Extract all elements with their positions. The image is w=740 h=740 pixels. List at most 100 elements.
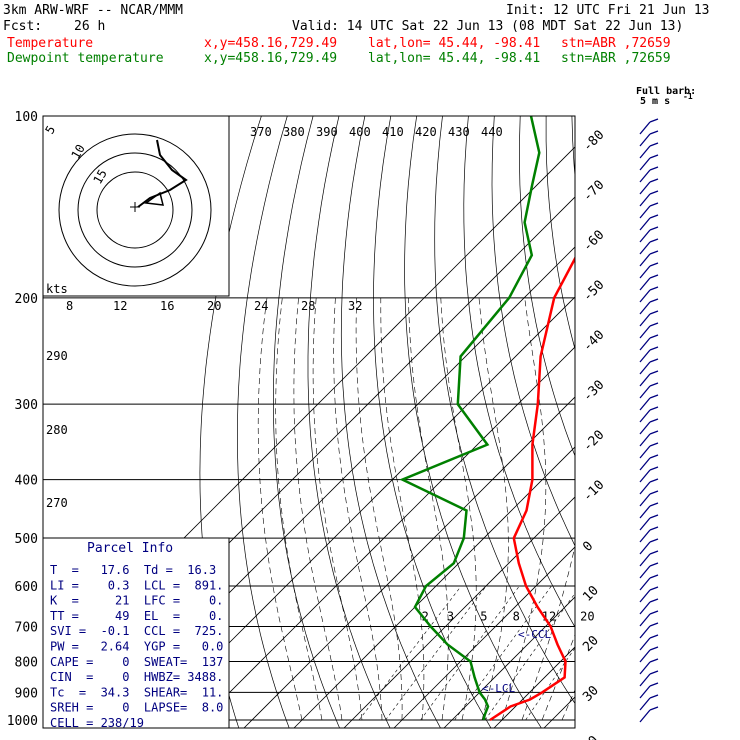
wind-barb-flag (649, 406, 659, 411)
isotherm-40 (594, 116, 740, 728)
barb-legend-sup: -1 (683, 92, 693, 101)
wind-barb-flag (649, 118, 659, 123)
wind-barb (639, 565, 651, 579)
parcel-info-row: T = 17.6 Td = 16.3 (50, 563, 216, 577)
isotherm-label--50: -50 (580, 278, 607, 305)
wind-barb-flag (649, 310, 659, 315)
wind-barb-flag (649, 286, 659, 291)
wind-barb (639, 505, 651, 519)
dry-adiabat (727, 116, 740, 733)
wind-barb (639, 241, 651, 255)
parcel-info-box: Parcel Info T = 17.6 Td = 16.3LI = 0.3 LC… (42, 537, 230, 730)
wind-barb (639, 169, 651, 183)
wind-barb-flag (649, 502, 659, 507)
hodograph-ring-label: 15 (90, 167, 109, 187)
wind-barb-flag (649, 658, 659, 663)
plot-frame (42, 115, 576, 729)
wind-barb (639, 373, 651, 387)
mixing-ratio-label: 2 (422, 609, 429, 623)
parcel-info-row: TT = 49 EL = 0. (50, 609, 223, 623)
wind-barb (639, 145, 651, 159)
isotherm-10 (443, 596, 575, 728)
theta-label-420: 420 (415, 125, 437, 139)
wind-barb (639, 397, 651, 411)
isotherm--50 (143, 296, 575, 728)
moist-adiabat (275, 297, 323, 721)
temperature-latlon: lat,lon= 45.44, -98.41 (368, 36, 541, 51)
wind-barb (639, 253, 651, 267)
isotherm-label-30: 30 (580, 683, 602, 705)
dry-adiabat (598, 116, 740, 733)
wind-barb-flag (649, 598, 659, 603)
wind-barb-flag (649, 346, 659, 351)
hodo-speed-label-12: 12 (113, 299, 127, 313)
wind-barb (639, 589, 651, 603)
parcel-info-frame (42, 537, 230, 729)
mixing-ratio-label: 8 (513, 609, 520, 623)
parcel-info-row: SVI = -0.1 CCL = 725. (50, 624, 223, 638)
dry-adiabat (701, 116, 740, 733)
model-title: 3km ARW-WRF -- NCAR/MMM (3, 3, 184, 18)
wind-barb (639, 685, 651, 699)
temperature-legend: Temperature (7, 36, 94, 51)
theta-label-380: 380 (283, 125, 305, 139)
pressure-label-400: 400 (15, 474, 38, 489)
isotherm-label--30: -30 (580, 378, 607, 405)
wind-barb (639, 133, 651, 147)
wind-barb-flag (649, 130, 659, 135)
moist-adiabat (355, 297, 403, 720)
wind-barb-flag (649, 250, 659, 255)
moist-adiabat (582, 298, 740, 720)
dewpoint-xy: x,y=458.16,729.49 (204, 51, 338, 66)
dry-adiabat (404, 116, 542, 728)
wind-barb (639, 361, 651, 375)
hodograph-ring-label: 10 (68, 142, 87, 162)
wind-barb-flag (649, 694, 659, 699)
wind-barb-flag (649, 478, 659, 483)
wind-barb (639, 433, 651, 447)
hodograph-unit: kts (46, 282, 68, 296)
wind-barb-flag (649, 538, 659, 543)
hodograph-ring (96, 171, 174, 249)
pressure-label-600: 600 (15, 580, 38, 595)
moist-adiabat (521, 544, 575, 721)
wind-barb-flag (649, 154, 659, 159)
wind-barb-flag (649, 454, 659, 459)
hodograph-frame (42, 115, 230, 297)
wind-barbs: Full barb:5 m s -1 (636, 86, 696, 723)
parcel-info-row: CELL = 238/19 (50, 716, 144, 730)
wind-barb (639, 577, 651, 591)
isotherm-label--10: -10 (580, 478, 607, 505)
wind-barb (639, 157, 651, 171)
isotherm-label-10: 10 (580, 583, 602, 605)
wind-barb (639, 481, 651, 495)
hodo-speed-label-20: 20 (207, 299, 221, 313)
pressure-label-300: 300 (15, 398, 38, 413)
temperature-line (489, 255, 575, 722)
moist-adiabat (440, 297, 477, 721)
parcel-info-title: Parcel Info (87, 541, 173, 556)
wind-barb (639, 469, 651, 483)
moist-adiabat (333, 297, 383, 721)
wind-barb (639, 193, 651, 207)
pressure-label-200: 200 (15, 292, 38, 307)
wind-barb (639, 229, 651, 243)
hodograph-trace (137, 139, 188, 208)
mixing-ratio-label: 5 (480, 609, 487, 623)
wind-barb-flag (649, 394, 659, 399)
barb-legend-title: Full barb: (636, 86, 696, 97)
mixing-ratio-line (358, 585, 462, 721)
isotherm-label--80: -80 (580, 128, 607, 155)
wind-barb-flag (649, 382, 659, 387)
forecast-hour: 26 h (74, 19, 106, 34)
dry-adiabat (519, 116, 575, 457)
dry-adiabat (676, 116, 740, 733)
hodograph-ring (58, 133, 212, 287)
isotherm--30 (243, 396, 575, 728)
parcel-info-row: CAPE = 0 SWEAT= 137 (50, 655, 223, 669)
pressure-label-100: 100 (15, 110, 38, 125)
pressure-label-1000: 1000 (7, 714, 38, 729)
theta-label-370: 370 (250, 125, 272, 139)
mixing-ratio-label: 20 (580, 609, 594, 623)
